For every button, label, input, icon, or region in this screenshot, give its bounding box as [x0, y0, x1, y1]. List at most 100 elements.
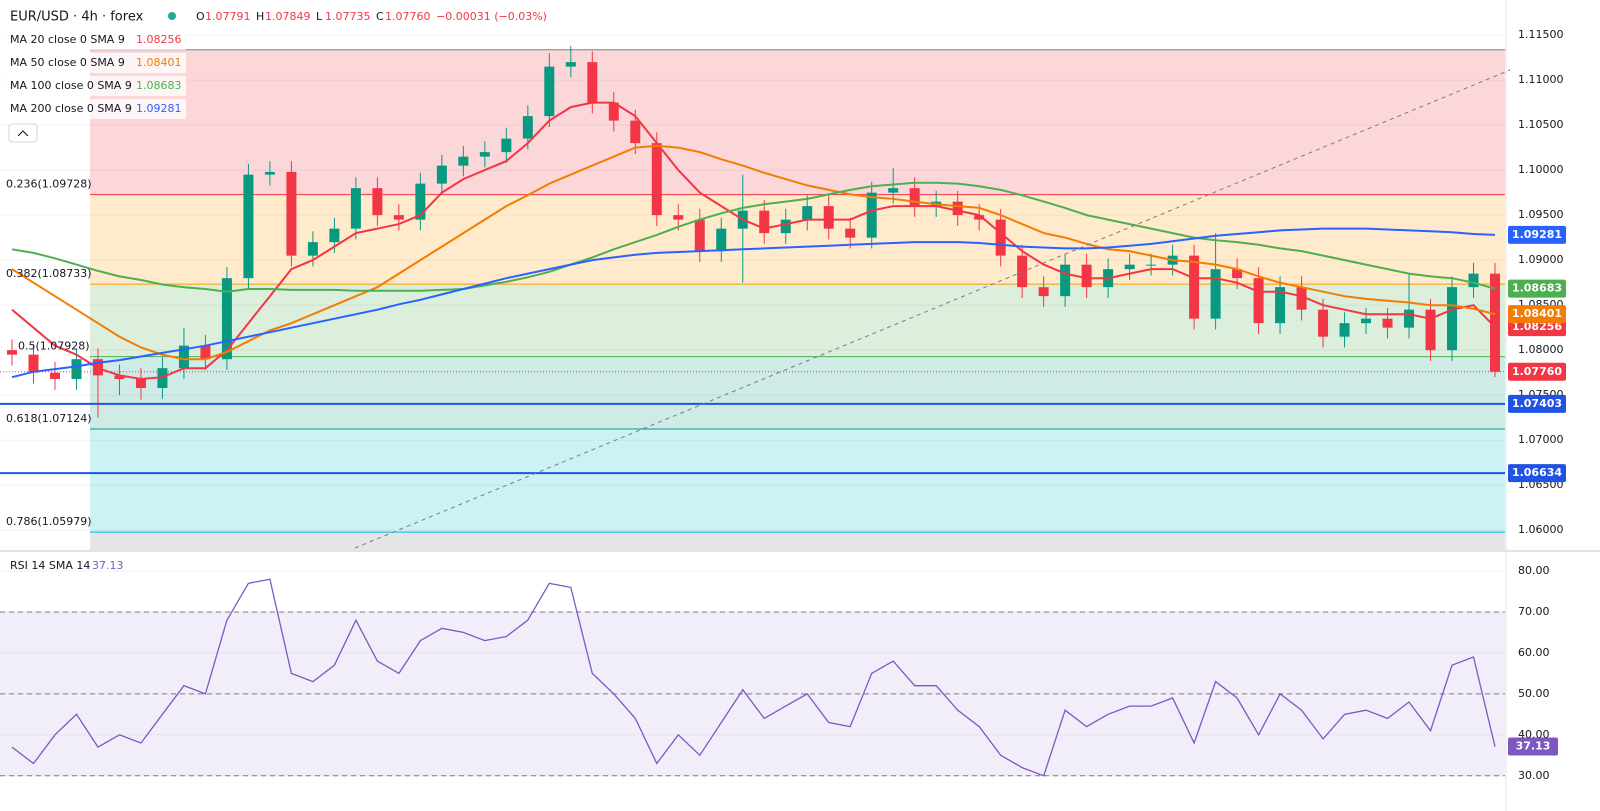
candle-body [716, 228, 727, 252]
candle-body [866, 192, 877, 238]
candle-body [7, 350, 17, 355]
candle-body [995, 219, 1006, 256]
fib-label: 0.786(1.05979) [6, 515, 92, 528]
candle-body [1296, 287, 1307, 310]
fib-label: 0.236(1.09728) [6, 178, 92, 191]
ohlc-key: L [316, 10, 323, 23]
y-tick-label: 1.09000 [1518, 253, 1564, 266]
y-tick-label: 70.00 [1518, 605, 1550, 618]
ohlc-value: 1.07760 [385, 10, 431, 23]
moving-average-line [11, 181, 1496, 293]
candle-body [544, 66, 555, 117]
market-status [168, 12, 176, 20]
candle-body [823, 206, 834, 229]
candle-body [49, 372, 60, 379]
candle-body [264, 171, 275, 175]
candle-body [802, 206, 813, 220]
candle-body [28, 354, 39, 373]
fib-band [90, 194, 1505, 285]
candle-body [522, 116, 533, 139]
fib-label: 0.618(1.07124) [6, 412, 92, 425]
legend-name: MA 200 close 0 SMA 9 [10, 102, 132, 115]
trend-line [354, 69, 1511, 549]
candle-body [651, 143, 662, 216]
ma-tag-label: 1.08401 [1512, 307, 1562, 320]
y-tick-label: 1.06000 [1518, 523, 1564, 536]
candle-body [436, 165, 447, 184]
price-tag [1508, 464, 1566, 483]
candle-body [608, 102, 619, 121]
candle-body [307, 242, 318, 256]
moving-average-line [11, 227, 1496, 379]
ma-tag-label: 1.08256 [1512, 320, 1562, 333]
rsi-tag [1508, 737, 1558, 756]
legend-bg [4, 76, 186, 96]
candle-body [694, 219, 705, 252]
candle-body [393, 215, 404, 220]
y-tick-label: 1.08000 [1518, 343, 1564, 356]
rsi-title: RSI 14 SMA 14 [10, 559, 90, 572]
ohlc-value: 1.07791 [205, 10, 251, 23]
candle-body [1210, 269, 1221, 319]
candle-body [479, 152, 490, 157]
candle-body [1189, 255, 1200, 319]
candle-body [673, 215, 684, 220]
legend-value: 1.08256 [136, 33, 182, 46]
candle-body [114, 375, 125, 379]
candle-body [1361, 318, 1372, 324]
candle-body [909, 188, 920, 207]
candle-body [178, 345, 189, 369]
y-tick-label: 1.10500 [1518, 118, 1564, 131]
rsi-line [11, 578, 1496, 777]
candle-body [1339, 323, 1350, 337]
candle-body [243, 174, 254, 279]
ma-tag-label: 1.09281 [1512, 228, 1562, 241]
candle-body [286, 171, 297, 256]
candle-body [501, 138, 512, 153]
candle-body [1253, 278, 1264, 324]
moving-average-line [11, 144, 1496, 361]
price-tag [1508, 394, 1566, 413]
legend-name: MA 20 close 0 SMA 9 [10, 33, 125, 46]
ma-tag [1508, 225, 1566, 244]
price-tag-label: 1.06634 [1512, 466, 1562, 479]
legend-bg [4, 99, 186, 119]
candle-body [458, 156, 469, 166]
legend-bg [4, 30, 186, 50]
collapse-icon [17, 130, 29, 137]
collapse-button[interactable] [8, 123, 38, 143]
price-tag-label: 1.07760 [1512, 365, 1562, 378]
overlay: 0.236(1.09728) 0.382(1.08733) 0.5(1.07928)… [0, 4, 1566, 528]
y-tick-label: 1.07000 [1518, 433, 1564, 446]
legend-name: MA 50 close 0 SMA 9 [10, 56, 125, 69]
candle-body [1404, 309, 1415, 328]
candle-body [1038, 287, 1049, 297]
candle-body [1425, 309, 1436, 351]
ohlc-key: C [376, 10, 384, 23]
header-bg [0, 4, 540, 28]
fib-label: 0.5(1.07928) [18, 340, 90, 353]
candle-body [1382, 318, 1393, 328]
candle-body [372, 188, 383, 216]
candle-body [1124, 264, 1135, 270]
candle-body [415, 183, 426, 220]
candle-body [630, 120, 641, 144]
candle-body [329, 228, 340, 243]
candle-body [780, 219, 791, 234]
candle-body [1081, 264, 1092, 288]
legend-value: 1.09281 [136, 102, 182, 115]
candle-body [1468, 273, 1479, 288]
y-tick-label: 50.00 [1518, 687, 1550, 700]
y-tick-label: 40.00 [1518, 728, 1550, 741]
candle-body [221, 278, 232, 360]
ohlc-key: O [196, 10, 205, 23]
ma-tag [1508, 279, 1566, 298]
fib-band [90, 356, 1505, 430]
rsi-tag-label: 37.13 [1516, 740, 1551, 753]
candle-body [135, 378, 146, 388]
price-tag-label: 1.07403 [1512, 397, 1562, 410]
candle-body [974, 215, 985, 220]
candle-body [1232, 269, 1243, 279]
candle-body [565, 62, 576, 67]
